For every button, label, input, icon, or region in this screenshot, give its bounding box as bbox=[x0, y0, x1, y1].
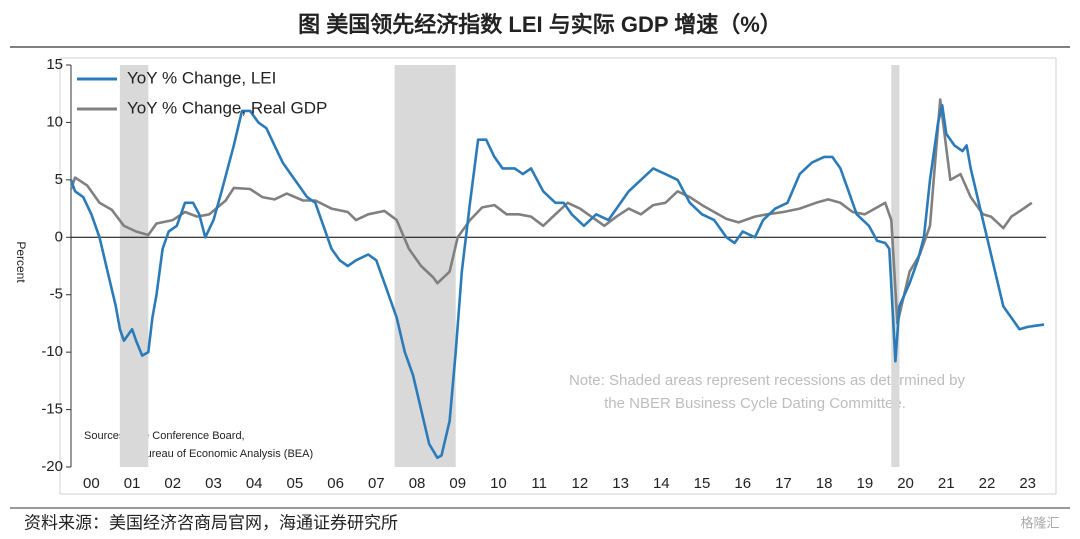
x-tick-label: 15 bbox=[694, 475, 711, 492]
legend-label: YoY % Change, Real GDP bbox=[127, 98, 327, 117]
x-tick-label: 03 bbox=[205, 475, 222, 492]
x-tick-label: 08 bbox=[409, 475, 426, 492]
note: Note: Shaded areas represent recessions … bbox=[569, 372, 966, 389]
y-tick-label: -15 bbox=[41, 401, 63, 418]
x-tick-label: 13 bbox=[612, 475, 629, 492]
plot-frame bbox=[59, 57, 1057, 495]
x-tick-label: 04 bbox=[246, 475, 263, 492]
y-tick-label: -20 bbox=[41, 458, 63, 475]
x-tick-label: 07 bbox=[368, 475, 385, 492]
x-tick-label: 19 bbox=[856, 475, 873, 492]
x-tick-label: 06 bbox=[327, 475, 344, 492]
recession-band bbox=[119, 65, 149, 467]
sources: *Bureau of Economic Analysis (BEA) bbox=[134, 448, 313, 460]
x-tick-label: 21 bbox=[938, 475, 955, 492]
series-line bbox=[69, 103, 1045, 460]
x-tick-label: 10 bbox=[490, 475, 507, 492]
x-tick-label: 12 bbox=[572, 475, 589, 492]
x-tick-label: 11 bbox=[531, 475, 547, 492]
x-tick-label: 17 bbox=[775, 475, 792, 492]
y-axis-label: Percent bbox=[14, 241, 28, 283]
x-tick-label: 02 bbox=[164, 475, 181, 492]
note: the NBER Business Cycle Dating Committee… bbox=[604, 395, 906, 412]
x-tick-label: 23 bbox=[1019, 475, 1036, 492]
y-tick-label: -5 bbox=[50, 286, 63, 303]
x-tick-label: 05 bbox=[287, 475, 304, 492]
series-line bbox=[69, 98, 1033, 325]
x-tick-label: 18 bbox=[816, 475, 833, 492]
y-tick-label: -10 bbox=[41, 343, 63, 360]
x-tick-label: 01 bbox=[124, 475, 141, 492]
x-tick-label: 09 bbox=[449, 475, 466, 492]
y-tick-label: 15 bbox=[46, 56, 63, 73]
sources: Sources: The Conference Board, bbox=[84, 430, 245, 442]
recession-band bbox=[891, 65, 900, 467]
plot: 15 10 5 0 -5 -10 -15 -20 00 01 02 03 04 05 06 07 08 09 10 1… bbox=[41, 56, 1046, 492]
x-tick-label: 22 bbox=[979, 475, 996, 492]
chart-title: 图 美国领先经济指数 LEI 与实际 GDP 增速（%） bbox=[298, 12, 782, 37]
watermark: 格隆汇 bbox=[1020, 515, 1059, 530]
y-tick-label: 0 bbox=[55, 228, 63, 245]
y-tick-label: 5 bbox=[55, 171, 63, 188]
x-tick-label: 20 bbox=[897, 475, 914, 492]
x-tick-label: 00 bbox=[83, 475, 100, 492]
y-tick-label: 10 bbox=[46, 113, 63, 130]
legend-label: YoY % Change, LEI bbox=[127, 68, 276, 87]
x-tick-label: 14 bbox=[653, 475, 670, 492]
recession-band bbox=[394, 65, 456, 467]
footer: 资料来源：美国经济咨商局官网，海通证券研究所 bbox=[24, 513, 398, 532]
x-tick-label: 16 bbox=[734, 475, 751, 492]
